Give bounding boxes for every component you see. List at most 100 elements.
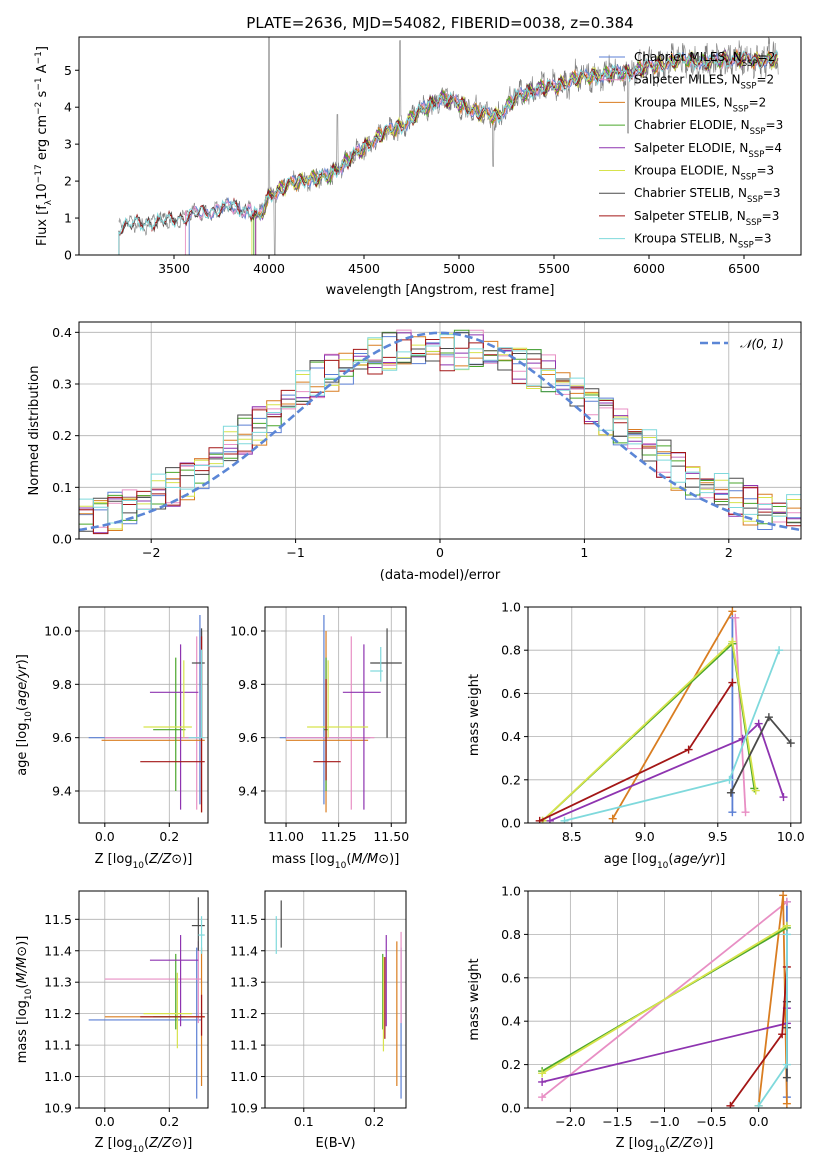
age-vs-mass-xlabel: mass [log10(M/M⊙)] — [272, 852, 400, 871]
y-tick-label: 9.8 — [238, 677, 258, 692]
legend-entry: 𝒩(0, 1) — [740, 337, 784, 351]
x-tick-label: 0.0 — [95, 1114, 115, 1129]
spectrum-model-5 — [251, 50, 778, 255]
label-part: Flux [f — [35, 205, 50, 246]
y-tick-label: 11.2 — [44, 1006, 72, 1021]
x-tick-label: −1 — [286, 545, 304, 560]
age-vs-Z-axes: 0.0 0.2 9.4 9.6 9.8 10.0 — [44, 607, 208, 844]
errorbar-point — [140, 994, 205, 1036]
y-tick-label: 11.0 — [230, 1069, 258, 1084]
x-tick-label: 0.2 — [159, 829, 179, 844]
label-part: M/M⊙ — [15, 946, 30, 984]
label-part: age/yr — [673, 852, 716, 867]
label-part: age [log — [604, 852, 657, 867]
figure-title: PLATE=2636, MJD=54082, FIBERID=0038, z=0… — [246, 14, 633, 32]
weight-vs-age-ylabel: mass weight — [467, 674, 482, 756]
x-tick-label: 5000 — [443, 261, 475, 276]
errorbar-point — [286, 631, 369, 813]
label-part: s — [35, 90, 50, 101]
x-tick-label: 0.0 — [749, 1114, 769, 1129]
errorbar-point — [307, 660, 369, 738]
age-vs-Z-xlabel: Z [log10(Z/Z⊙)] — [95, 852, 193, 871]
label-part: )] — [15, 936, 30, 946]
x-tick-label: 0.1 — [294, 1114, 314, 1129]
y-tick-label: 10.0 — [44, 624, 72, 639]
label-part: 10 — [335, 861, 347, 871]
x-tick-label: 0.0 — [95, 829, 115, 844]
weight-line — [539, 682, 734, 822]
age-vs-mass-plot — [279, 615, 402, 813]
weight-line — [611, 610, 734, 820]
errorbar-point — [198, 916, 205, 954]
errorbar-point — [143, 972, 192, 1049]
legend-name: Chabrier STELIB, N — [634, 186, 747, 200]
y-tick-label: 10.0 — [230, 624, 258, 639]
x-tick-label: −2.0 — [555, 1114, 585, 1129]
errorbar-point — [313, 679, 341, 781]
label-part: Z/Z⊙ — [148, 1136, 182, 1151]
label-part: 10 — [24, 988, 34, 1000]
residuals-xlabel: (data-model)/error — [380, 568, 501, 583]
legend-sub: SSP — [742, 59, 758, 69]
label-part: Z [log — [95, 1136, 133, 1151]
errorbar-point — [370, 628, 402, 738]
legend-tail: =2 — [758, 50, 776, 64]
y-tick-label: 11.4 — [230, 943, 258, 958]
y-tick-label: 0.1 — [52, 480, 72, 495]
legend-sub: SSP — [747, 195, 763, 205]
legend-entry: Chabrier MILES, NSSP=2 — [634, 50, 775, 69]
y-tick-label: 0.3 — [52, 377, 72, 392]
x-tick-label: −2 — [142, 545, 160, 560]
y-tick-label: 9.4 — [52, 784, 72, 799]
legend-name: Kroupa ELODIE, N — [634, 164, 741, 178]
y-tick-label: 11.5 — [44, 912, 72, 927]
legend-entry: Chabrier ELODIE, NSSP=3 — [634, 118, 783, 137]
errorbar-point — [104, 636, 202, 810]
label-part: )] — [703, 1136, 713, 1151]
x-tick-label: −1.0 — [649, 1114, 679, 1129]
label-part: mass [log — [272, 852, 335, 867]
y-tick-label: 11.4 — [44, 943, 72, 958]
x-tick-label: 4000 — [253, 261, 285, 276]
y-tick-label: 0.0 — [501, 1101, 521, 1116]
x-tick-label: 11.25 — [321, 829, 357, 844]
label-part: )] — [182, 1136, 192, 1151]
label-part: Z [log — [616, 1136, 654, 1151]
x-tick-label: 11.50 — [373, 829, 409, 844]
spectrum-model-8 — [118, 49, 779, 255]
errorbar-point — [101, 631, 205, 813]
y-tick-label: 9.4 — [238, 784, 258, 799]
y-tick-label: 9.8 — [52, 677, 72, 692]
errorbar-point — [286, 636, 375, 810]
legend-tail: =3 — [766, 118, 784, 132]
errorbar-point — [104, 941, 202, 1024]
label-part: −1 — [34, 51, 44, 64]
residuals-plot — [79, 329, 801, 539]
x-tick-label: 5500 — [538, 261, 570, 276]
weight-line — [541, 924, 788, 1075]
weight-line — [549, 721, 785, 822]
y-tick-label: 1 — [64, 211, 72, 226]
legend-name: Chabrier ELODIE, N — [634, 118, 750, 132]
label-part: A — [35, 64, 50, 77]
weight-line — [541, 641, 756, 822]
legend-tail: =2 — [756, 73, 774, 87]
legend-sub: SSP — [738, 241, 754, 251]
y-tick-label: 0.0 — [501, 816, 521, 831]
weight-series-5 — [538, 921, 791, 1078]
errorbar-point — [191, 628, 205, 738]
x-tick-label: −0.5 — [696, 1114, 726, 1129]
legend-entry: Kroupa ELODIE, NSSP=3 — [634, 164, 774, 183]
legend-sub: SSP — [733, 104, 749, 114]
legend-name: Chabrier MILES, N — [634, 50, 742, 64]
weight-vs-age-plot — [535, 607, 795, 823]
age-vs-Z-plot — [88, 615, 205, 813]
mass-vs-Z-plot — [88, 897, 205, 1099]
label-part: Z/Z⊙ — [669, 1136, 703, 1151]
spectrum-axes: 3500 4000 4500 5000 5500 6000 6500 0 1 2 3 4 5 — [64, 63, 760, 276]
age-vs-Z-frame — [78, 606, 209, 824]
label-part: mass [log — [15, 1000, 30, 1063]
legend-name: Salpeter ELODIE, N — [634, 141, 748, 155]
